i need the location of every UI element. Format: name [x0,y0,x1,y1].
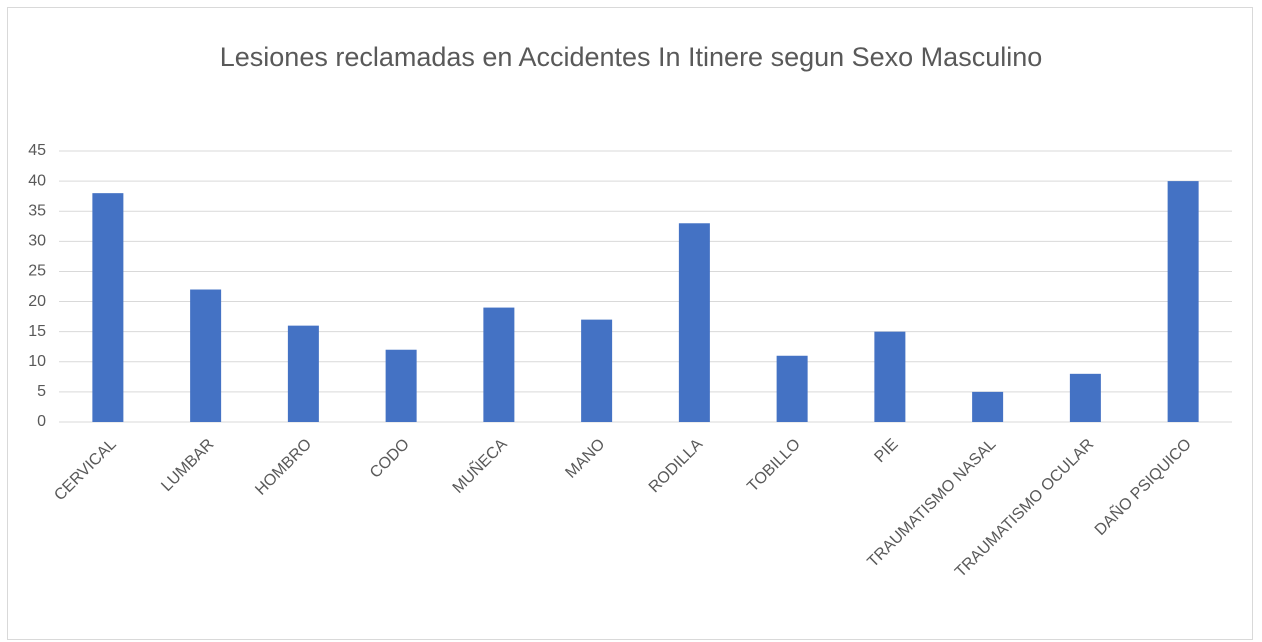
x-tick-label: MUÑECA [448,433,511,496]
bar [92,193,124,422]
bar [1069,373,1101,422]
x-tick-label: CODO [367,436,413,482]
x-tick-label: RODILLA [646,436,707,497]
bar [287,325,319,422]
y-tick-label: 15 [28,323,46,340]
x-tick-label: LUMBAR [158,436,217,495]
bar [483,307,515,422]
x-tick-label: DAÑO PSIQUICO [1090,434,1195,539]
y-tick-label: 40 [28,172,46,189]
bar [678,223,710,422]
bar [190,289,222,422]
y-tick-label: 20 [28,293,46,310]
x-tick-label: CERVICAL [51,436,119,504]
bar [581,319,613,422]
y-tick-label: 0 [37,413,46,430]
y-tick-label: 5 [37,383,46,400]
y-tick-label: 35 [28,202,46,219]
y-tick-label: 25 [28,263,46,280]
bar [1167,181,1199,422]
y-tick-label: 10 [28,353,46,370]
bar [385,349,417,422]
y-tick-label: 30 [28,233,46,250]
chart-border [7,7,1253,640]
chart-title: Lesiones reclamadas en Accidentes In Iti… [219,42,1043,72]
bar [972,391,1004,422]
x-tick-label: TOBILLO [744,436,804,496]
x-tick-label: HOMBRO [252,436,315,499]
x-tick-label: PIE [871,436,901,466]
x-tick-label: MANO [562,436,608,482]
bar [874,331,906,422]
y-tick-label: 45 [28,142,46,159]
bar [776,355,808,422]
